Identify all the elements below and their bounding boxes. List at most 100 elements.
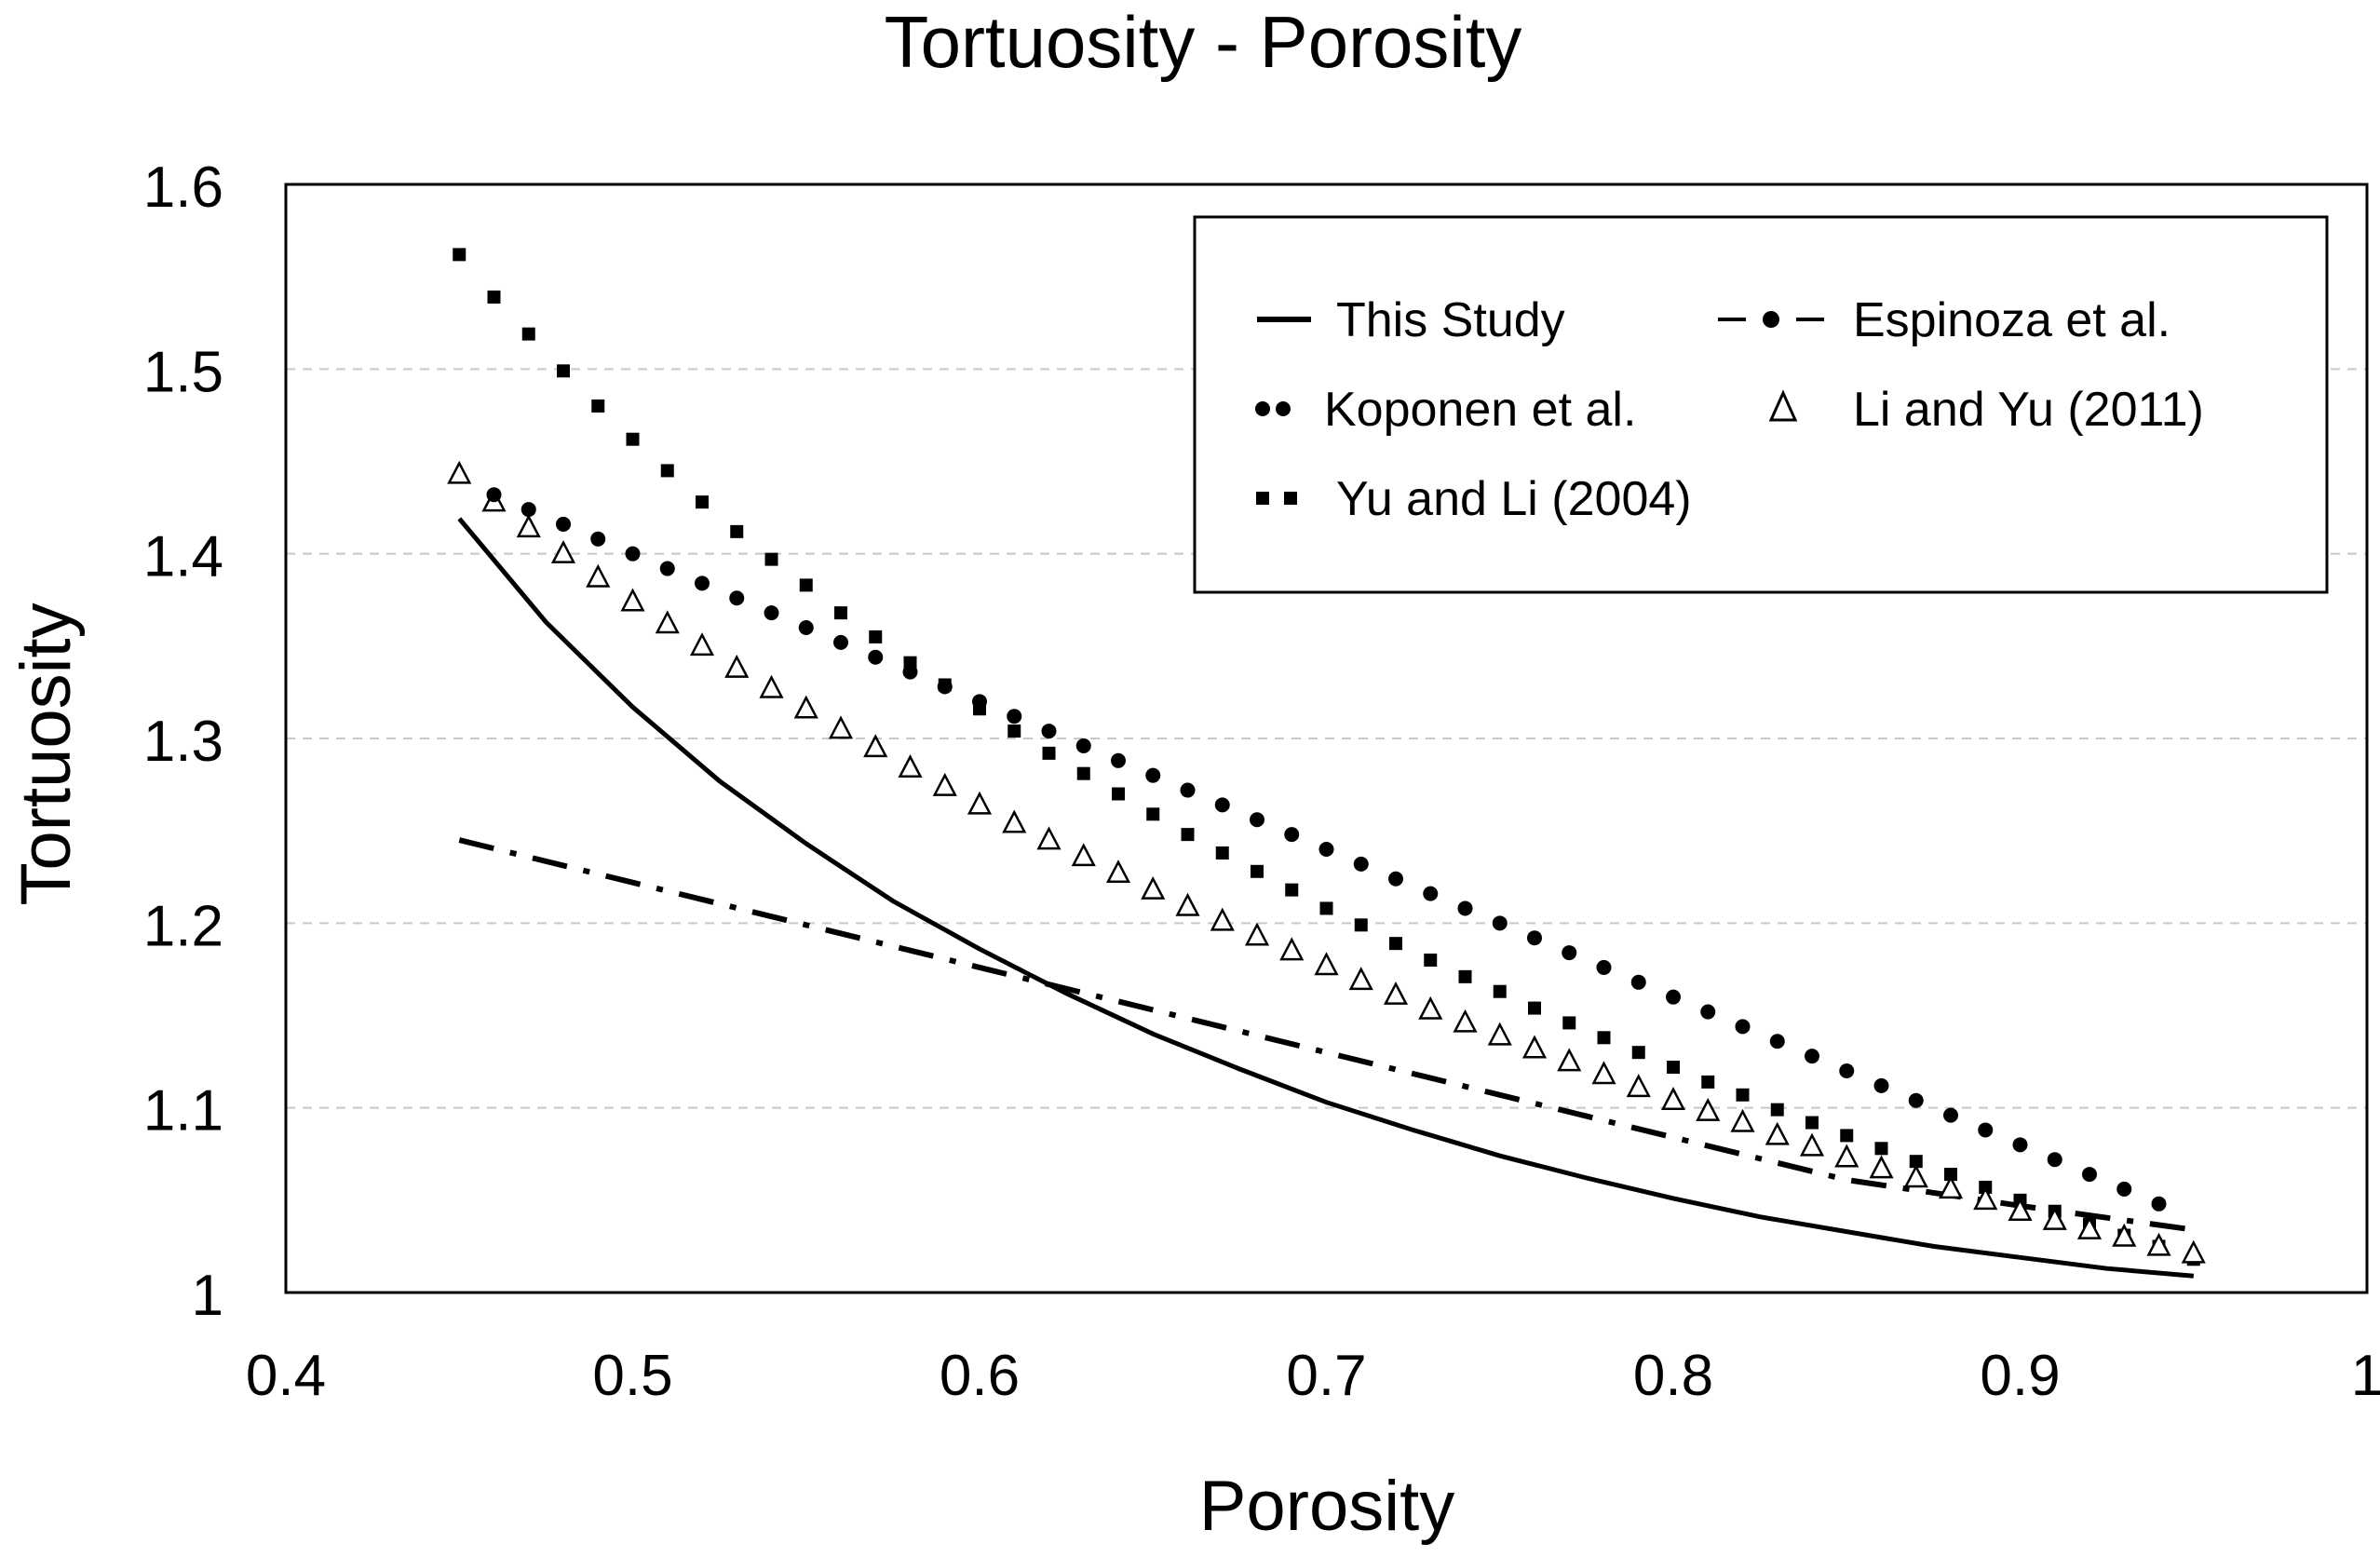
x-tick-label: 0.8 <box>1633 1344 1713 1408</box>
data-point-koponen-et-al <box>556 516 571 532</box>
legend-label-espinoza-et-al: Espinoza et al. <box>1853 293 2170 347</box>
data-point-yu-and-li-2004 <box>453 248 467 262</box>
data-point-yu-and-li-2004 <box>1562 1016 1576 1030</box>
data-point-yu-and-li-2004 <box>626 432 640 446</box>
data-point-koponen-et-al <box>937 679 953 695</box>
data-point-yu-and-li-2004 <box>1631 1046 1645 1060</box>
data-point-yu-and-li-2004 <box>1874 1142 1888 1156</box>
legend-swatch-espinoza-et-al <box>1763 311 1779 328</box>
data-point-yu-and-li-2004 <box>1319 901 1333 915</box>
data-point-yu-and-li-2004 <box>1285 883 1299 897</box>
data-point-koponen-et-al <box>2012 1137 2028 1153</box>
data-point-yu-and-li-2004 <box>1597 1031 1611 1045</box>
legend-swatch-koponen-et-al <box>1276 401 1291 416</box>
data-point-yu-and-li-2004 <box>1076 766 1090 780</box>
data-point-yu-and-li-2004 <box>1354 918 1368 932</box>
data-point-li-and-yu-2011 <box>724 654 750 678</box>
data-point-li-and-yu-2011 <box>793 695 818 719</box>
data-point-li-and-yu-2011 <box>1730 1108 1755 1132</box>
data-point-li-and-yu-2011 <box>1418 995 1443 1020</box>
data-point-yu-and-li-2004 <box>799 578 813 592</box>
data-point-koponen-et-al <box>1735 1019 1751 1035</box>
data-point-yu-and-li-2004 <box>1944 1168 1957 1182</box>
data-point-koponen-et-al <box>1839 1063 1855 1078</box>
data-point-li-and-yu-2011 <box>1036 826 1062 850</box>
data-point-koponen-et-al <box>1562 945 1577 961</box>
data-point-li-and-yu-2011 <box>2076 1215 2103 1239</box>
y-tick-label: 1.2 <box>143 894 223 958</box>
data-point-li-and-yu-2011 <box>1210 907 1235 931</box>
legend-label-this-study: This Study <box>1336 293 1565 347</box>
data-point-yu-and-li-2004 <box>1909 1155 1923 1169</box>
data-point-yu-and-li-2004 <box>1493 984 1507 998</box>
data-point-yu-and-li-2004 <box>1458 969 1472 983</box>
data-point-yu-and-li-2004 <box>521 327 535 341</box>
data-point-koponen-et-al <box>764 605 779 621</box>
data-point-yu-and-li-2004 <box>1424 954 1438 967</box>
y-axis-label: Tortuosity <box>7 602 86 905</box>
x-axis-label: Porosity <box>1199 1467 1455 1546</box>
data-point-koponen-et-al <box>1388 871 1403 887</box>
legend-swatch-koponen-et-al <box>1255 401 1270 416</box>
data-point-li-and-yu-2011 <box>898 754 923 778</box>
legend-label-li-and-yu-2011: Li and Yu (2011) <box>1853 383 2204 437</box>
data-point-li-and-yu-2011 <box>1938 1175 1964 1199</box>
y-tick-label: 1 <box>192 1264 223 1328</box>
data-point-yu-and-li-2004 <box>730 524 744 538</box>
x-tick-label: 0.4 <box>246 1344 326 1408</box>
data-point-li-and-yu-2011 <box>1314 952 1339 976</box>
data-point-li-and-yu-2011 <box>447 460 472 484</box>
data-point-yu-and-li-2004 <box>1667 1061 1680 1075</box>
data-point-li-and-yu-2011 <box>1521 1035 1548 1059</box>
data-point-koponen-et-al <box>659 561 675 576</box>
data-point-yu-and-li-2004 <box>557 364 570 378</box>
data-point-koponen-et-al <box>486 487 502 503</box>
data-point-li-and-yu-2011 <box>516 514 541 538</box>
data-point-yu-and-li-2004 <box>696 495 709 509</box>
data-point-koponen-et-al <box>1145 767 1161 783</box>
y-tick-label: 1.6 <box>143 156 223 220</box>
data-point-yu-and-li-2004 <box>1215 846 1229 860</box>
data-point-yu-and-li-2004 <box>834 606 847 620</box>
data-point-li-and-yu-2011 <box>2181 1239 2206 1264</box>
data-point-li-and-yu-2011 <box>759 674 784 698</box>
data-point-yu-and-li-2004 <box>1007 724 1021 738</box>
data-point-li-and-yu-2011 <box>1279 937 1305 961</box>
y-tick-label: 1.3 <box>143 710 223 774</box>
data-point-koponen-et-al <box>1769 1034 1785 1049</box>
data-point-koponen-et-al <box>729 590 745 606</box>
data-point-li-and-yu-2011 <box>1002 809 1027 833</box>
data-point-koponen-et-al <box>1250 812 1264 828</box>
data-point-li-and-yu-2011 <box>967 791 993 815</box>
data-point-koponen-et-al <box>1943 1107 1958 1123</box>
x-tick-label: 0.5 <box>592 1344 672 1408</box>
data-point-yu-and-li-2004 <box>1528 1001 1541 1015</box>
data-point-li-and-yu-2011 <box>1869 1155 1894 1179</box>
x-tick-label: 0.6 <box>940 1344 1020 1408</box>
data-point-yu-and-li-2004 <box>764 552 778 566</box>
data-point-li-and-yu-2011 <box>586 563 611 588</box>
data-point-li-and-yu-2011 <box>1660 1087 1686 1110</box>
data-point-koponen-et-al <box>1492 915 1508 931</box>
legend-box <box>1193 215 2329 594</box>
data-point-li-and-yu-2011 <box>1557 1048 1582 1072</box>
data-point-koponen-et-al <box>1284 827 1300 843</box>
data-point-li-and-yu-2011 <box>1973 1186 1998 1211</box>
data-point-koponen-et-al <box>1873 1077 1889 1093</box>
data-point-li-and-yu-2011 <box>1383 981 1409 1005</box>
data-point-koponen-et-al <box>1978 1122 1994 1138</box>
data-point-koponen-et-al <box>1700 1004 1716 1020</box>
data-point-li-and-yu-2011 <box>1175 892 1200 916</box>
data-point-li-and-yu-2011 <box>2112 1223 2137 1247</box>
chart-title: Tortuosity - Porosity <box>885 1 1522 83</box>
data-point-li-and-yu-2011 <box>2146 1232 2171 1256</box>
data-point-koponen-et-al <box>1214 797 1230 813</box>
data-point-koponen-et-al <box>1630 974 1646 990</box>
plot-series <box>447 248 2206 1279</box>
data-point-koponen-et-al <box>695 575 710 591</box>
data-point-yu-and-li-2004 <box>660 464 674 478</box>
data-point-koponen-et-al <box>625 546 641 562</box>
x-tick-label: 0.7 <box>1286 1344 1366 1408</box>
data-point-koponen-et-al <box>590 531 606 547</box>
data-point-li-and-yu-2011 <box>1071 843 1096 867</box>
